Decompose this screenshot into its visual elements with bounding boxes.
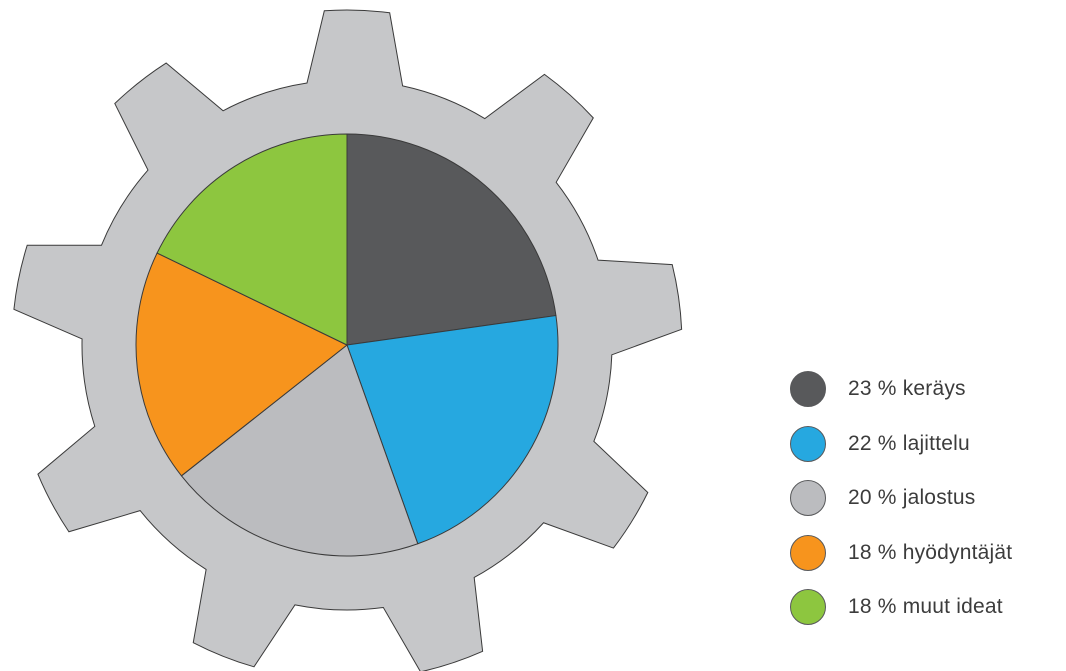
legend-swatch-jalostus — [790, 480, 826, 516]
pie-slice-jalostus — [180, 344, 419, 557]
pie-slice-muut-ideat — [156, 133, 348, 346]
pie-slice-lajittelu — [346, 315, 559, 545]
legend-label-hyodyntajat: 18 % hyödyntäjät — [848, 540, 1013, 564]
legend-item-jalostus: 20 % jalostus — [790, 480, 1012, 516]
pie-slice-hyodyntajat — [135, 252, 348, 477]
legend-label-lajittelu: 22 % lajittelu — [848, 431, 970, 455]
legend-item-hyodyntajat: 18 % hyödyntäjät — [790, 534, 1013, 571]
legend-item-kerays: 23 % keräys — [790, 371, 1012, 407]
legend-swatch-hyodyntajat — [790, 534, 826, 571]
legend-item-lajittelu: 22 % lajittelu — [790, 425, 1012, 462]
legend-swatch-lajittelu — [790, 425, 826, 462]
legend-swatch-kerays — [790, 371, 826, 407]
legend-item-muut-ideat: 18 % muut ideat — [790, 589, 1012, 625]
legend-label-kerays: 23 % keräys — [848, 377, 966, 400]
pie-slice-kerays — [346, 133, 557, 346]
legend-swatch-muut-ideat — [790, 589, 826, 625]
chart-legend: 23 % keräys 22 % lajittelu 20 % jalostus… — [790, 371, 1012, 644]
legend-label-muut-ideat: 18 % muut ideat — [848, 595, 1003, 618]
pie-slices — [135, 133, 559, 557]
legend-label-jalostus: 20 % jalostus — [848, 486, 976, 509]
